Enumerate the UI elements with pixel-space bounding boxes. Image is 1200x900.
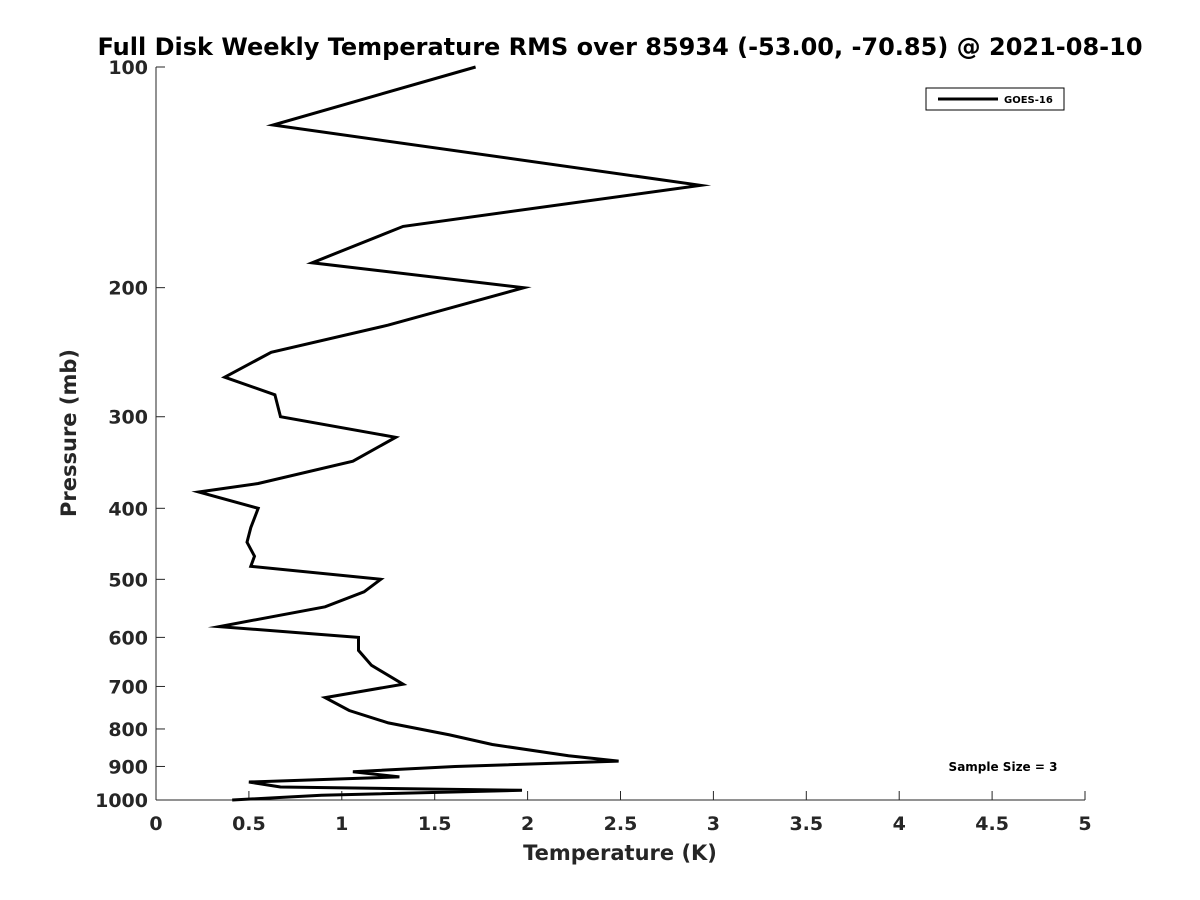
y-axis-label: Pressure (mb) — [57, 349, 81, 517]
y-tick-label: 300 — [108, 407, 148, 429]
x-axis-label: Temperature (K) — [523, 841, 717, 865]
x-tick-label: 2.5 — [604, 813, 638, 835]
sample-size-annotation: Sample Size = 3 — [949, 760, 1058, 774]
y-tick-label: 900 — [108, 756, 148, 778]
series-layer — [191, 65, 712, 802]
y-tick-label: 800 — [108, 719, 148, 741]
x-tick-label: 3.5 — [789, 813, 823, 835]
y-ticks: 100 200 300 400 500 600 700 800 900 1000 — [95, 57, 165, 812]
y-tick-label: 200 — [108, 278, 148, 300]
x-tick-label: 1.5 — [418, 813, 452, 835]
y-tick-label: 1000 — [95, 790, 148, 812]
x-tick-label: 2 — [521, 813, 534, 835]
chart-title: Full Disk Weekly Temperature RMS over 85… — [97, 33, 1142, 61]
y-tick-label: 600 — [108, 627, 148, 649]
x-tick-label: 0 — [149, 813, 162, 835]
series-line-goes-16 — [191, 65, 712, 802]
x-tick-label: 1 — [335, 813, 348, 835]
x-tick-label: 5 — [1078, 813, 1091, 835]
x-tick-label: 0.5 — [232, 813, 266, 835]
y-tick-label: 400 — [108, 498, 148, 520]
y-tick-label: 500 — [108, 569, 148, 591]
y-tick-label: 700 — [108, 676, 148, 698]
y-tick-label: 100 — [108, 57, 148, 79]
legend: GOES-16 — [925, 87, 1065, 111]
x-tick-label: 3 — [707, 813, 720, 835]
x-ticks: 0 0.5 1 1.5 2 2.5 3 3.5 4 4.5 5 — [149, 791, 1092, 835]
x-tick-label: 4.5 — [975, 813, 1009, 835]
legend-label: GOES-16 — [1004, 95, 1053, 106]
x-tick-label: 4 — [893, 813, 906, 835]
